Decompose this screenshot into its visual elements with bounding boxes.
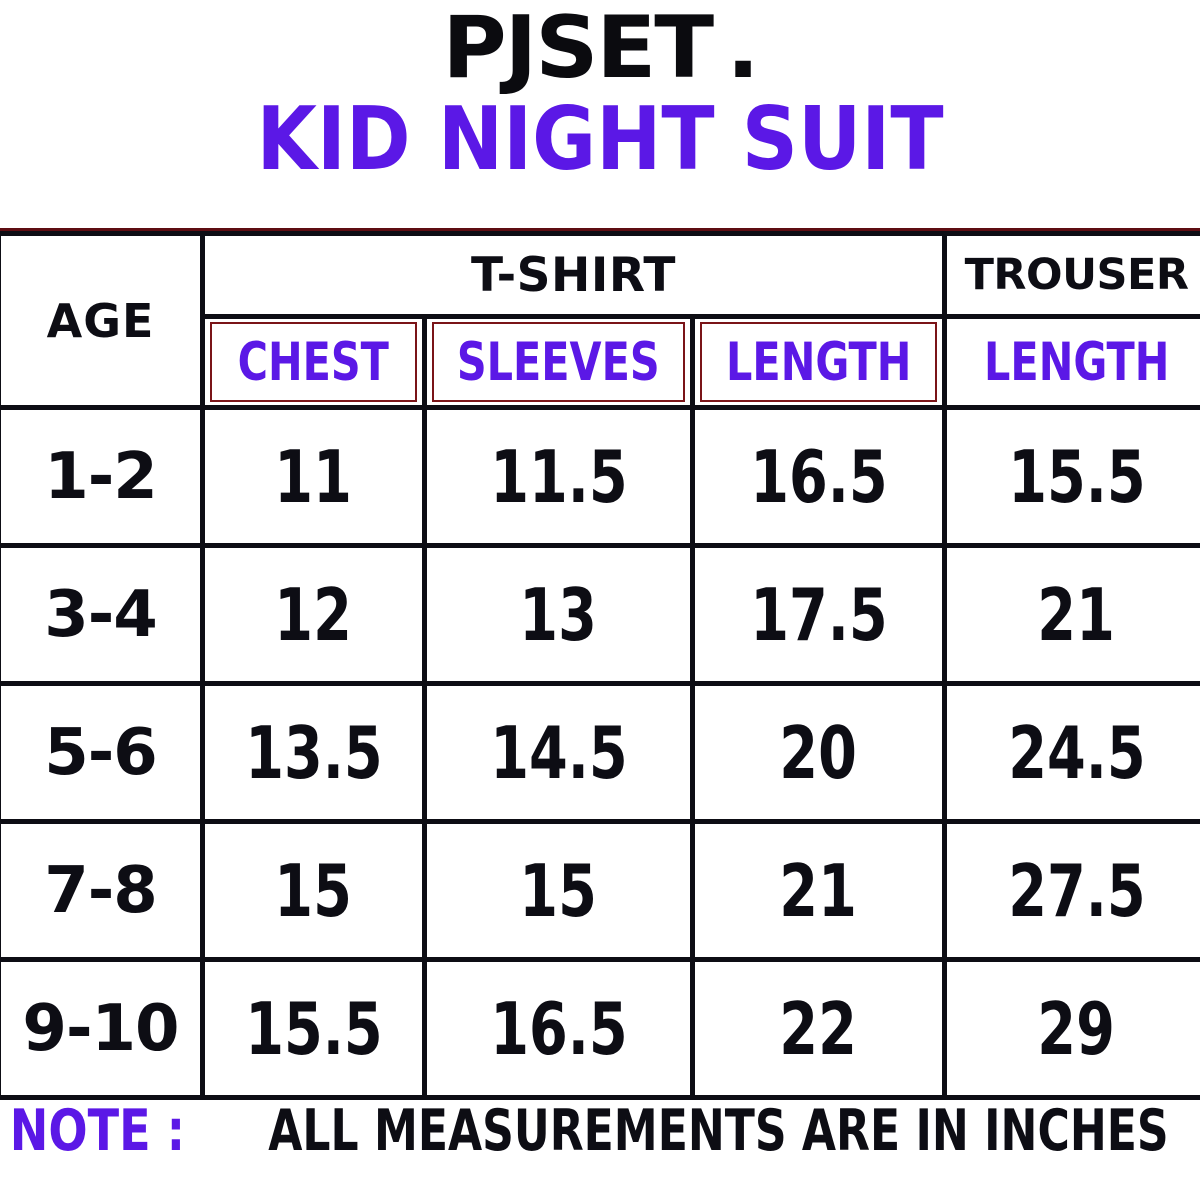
cell-trouser-length: 24.5 xyxy=(942,681,1200,824)
cell-value: 21 xyxy=(1037,572,1116,657)
cell-age: 3-4 xyxy=(0,543,205,686)
cell-value: 15 xyxy=(274,848,353,933)
cell-value: 11.5 xyxy=(489,434,628,519)
column-header-chest: CHEST xyxy=(200,314,427,410)
cell-value: 21 xyxy=(779,848,858,933)
cell-trouser-length: 29 xyxy=(942,957,1200,1100)
cell-value: 11 xyxy=(274,434,353,519)
cell-tshirt-length: 22 xyxy=(689,957,948,1100)
size-chart-container: AGE T-SHIRT TROUSER CHEST SLEEVES LENGTH… xyxy=(0,231,1200,1100)
note-line: NOTE : ALL MEASUREMENTS ARE IN INCHES xyxy=(0,1098,1200,1164)
brand-title: PJSET. xyxy=(0,0,1200,98)
sub-header-label: SLEEVES xyxy=(457,331,660,393)
cell-value: 13.5 xyxy=(244,710,383,795)
cell-sleeves: 13 xyxy=(422,543,695,686)
cell-value: 9-10 xyxy=(22,991,179,1066)
brand-name: PJSET xyxy=(442,0,714,98)
cell-chest: 11 xyxy=(200,405,427,548)
cell-sleeves: 14.5 xyxy=(422,681,695,824)
cell-value: 14.5 xyxy=(489,710,628,795)
cell-tshirt-length: 16.5 xyxy=(689,405,948,548)
sub-header-label: LENGTH xyxy=(725,331,912,393)
cell-value: 16.5 xyxy=(749,434,888,519)
cell-chest: 15 xyxy=(200,819,427,962)
cell-chest: 13.5 xyxy=(200,681,427,824)
sub-header-row: CHEST SLEEVES LENGTH LENGTH xyxy=(0,314,1200,410)
group-header-trouser: TROUSER xyxy=(942,231,1200,319)
group-header-tshirt: T-SHIRT xyxy=(199,231,948,319)
cell-age: 7-8 xyxy=(0,819,205,962)
cell-value: 3-4 xyxy=(44,577,158,652)
cell-tshirt-length: 21 xyxy=(689,819,948,962)
brand-period: . xyxy=(726,0,759,98)
table-row: 7-8 15 15 21 27.5 xyxy=(0,819,1200,962)
cell-age: 5-6 xyxy=(0,681,205,824)
cell-tshirt-length: 17.5 xyxy=(689,543,948,686)
cell-value: 7-8 xyxy=(44,853,158,928)
table-row: 3-4 12 13 17.5 21 xyxy=(0,543,1200,686)
cell-trouser-length: 27.5 xyxy=(942,819,1200,962)
cell-value: 16.5 xyxy=(489,986,628,1071)
cell-value: 12 xyxy=(274,572,353,657)
cell-tshirt-length: 20 xyxy=(689,681,948,824)
sub-header-label: LENGTH xyxy=(983,331,1170,393)
note-text: ALL MEASUREMENTS ARE IN INCHES xyxy=(268,1098,1169,1164)
product-subtitle: KID NIGHT SUIT xyxy=(256,89,944,191)
sub-header-label: CHEST xyxy=(237,331,390,393)
cell-age: 1-2 xyxy=(0,405,205,548)
cell-value: 20 xyxy=(779,710,858,795)
group-header-row: AGE T-SHIRT TROUSER xyxy=(0,231,1200,410)
table-row: 1-2 11 11.5 16.5 15.5 xyxy=(0,405,1200,548)
cell-age: 9-10 xyxy=(0,957,205,1100)
cell-value: 15.5 xyxy=(244,986,383,1071)
cell-value: 13 xyxy=(519,572,598,657)
cell-trouser-length: 21 xyxy=(942,543,1200,686)
size-chart-table: AGE T-SHIRT TROUSER CHEST SLEEVES LENGTH… xyxy=(0,231,1200,1100)
cell-value: 5-6 xyxy=(44,715,158,790)
cell-trouser-length: 15.5 xyxy=(942,405,1200,548)
cell-chest: 15.5 xyxy=(200,957,427,1100)
cell-value: 17.5 xyxy=(749,572,888,657)
note-label: NOTE : xyxy=(9,1098,186,1164)
table-row: 5-6 13.5 14.5 20 24.5 xyxy=(0,681,1200,824)
cell-sleeves: 15 xyxy=(422,819,695,962)
cell-value: 22 xyxy=(779,986,858,1071)
cell-chest: 12 xyxy=(200,543,427,686)
cell-value: 1-2 xyxy=(44,439,158,514)
cell-value: 29 xyxy=(1037,986,1116,1071)
cell-value: 15.5 xyxy=(1007,434,1146,519)
cell-sleeves: 16.5 xyxy=(422,957,695,1100)
top-red-rule xyxy=(0,228,1200,231)
column-header-sleeves: SLEEVES xyxy=(422,314,695,410)
table-row: 9-10 15.5 16.5 22 29 xyxy=(0,957,1200,1100)
cell-value: 24.5 xyxy=(1007,710,1146,795)
cell-value: 27.5 xyxy=(1007,848,1146,933)
column-header-age: AGE xyxy=(0,231,205,410)
column-header-tshirt-length: LENGTH xyxy=(689,314,948,410)
column-header-trouser-length: LENGTH xyxy=(942,314,1200,410)
title-block: PJSET. KID NIGHT SUIT xyxy=(0,0,1200,184)
cell-value: 15 xyxy=(519,848,598,933)
cell-sleeves: 11.5 xyxy=(422,405,695,548)
